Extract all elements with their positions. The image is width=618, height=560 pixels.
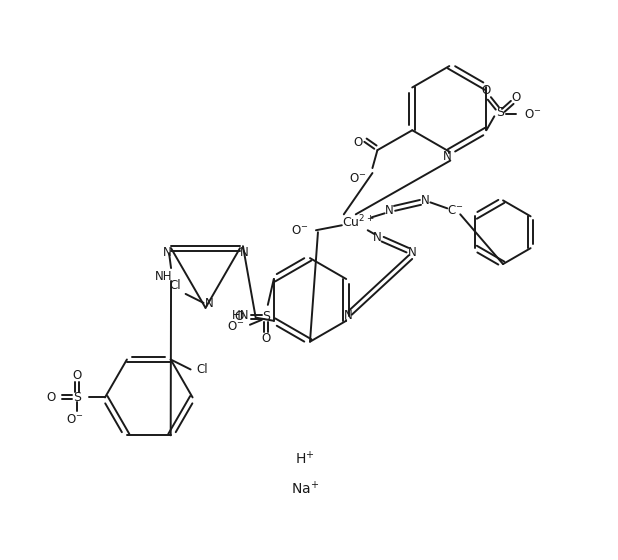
Text: S: S	[262, 310, 270, 323]
Text: N: N	[344, 309, 352, 323]
Text: N: N	[385, 204, 394, 217]
Text: O$^{-}$: O$^{-}$	[349, 171, 366, 184]
Text: O$^{-}$: O$^{-}$	[290, 224, 308, 237]
Text: O$^{-}$: O$^{-}$	[524, 108, 541, 121]
Text: O: O	[481, 84, 491, 97]
Text: S: S	[73, 391, 81, 404]
Text: Cl: Cl	[170, 279, 182, 292]
Text: O: O	[261, 332, 271, 345]
Text: N: N	[373, 231, 382, 244]
Text: N: N	[408, 246, 417, 259]
Text: O: O	[353, 136, 363, 149]
Text: HN: HN	[231, 309, 249, 323]
Text: N: N	[163, 246, 171, 259]
Text: O$^{-}$: O$^{-}$	[67, 413, 84, 426]
Text: Cl: Cl	[197, 363, 208, 376]
Text: O: O	[46, 391, 55, 404]
Text: O: O	[512, 91, 521, 104]
Text: O: O	[72, 369, 82, 382]
Text: N: N	[421, 194, 430, 207]
Text: C$^{-}$: C$^{-}$	[447, 204, 464, 217]
Text: NH: NH	[155, 269, 173, 282]
Text: N: N	[240, 246, 248, 259]
Text: N: N	[205, 297, 214, 310]
Text: S: S	[496, 106, 504, 119]
Text: H$^{+}$: H$^{+}$	[295, 450, 315, 468]
Text: N: N	[443, 150, 452, 163]
Text: O: O	[235, 310, 244, 323]
Text: O$^{-}$: O$^{-}$	[227, 320, 244, 333]
Text: Na$^{+}$: Na$^{+}$	[291, 480, 319, 498]
Text: Cu$^{2+}$: Cu$^{2+}$	[342, 214, 374, 231]
